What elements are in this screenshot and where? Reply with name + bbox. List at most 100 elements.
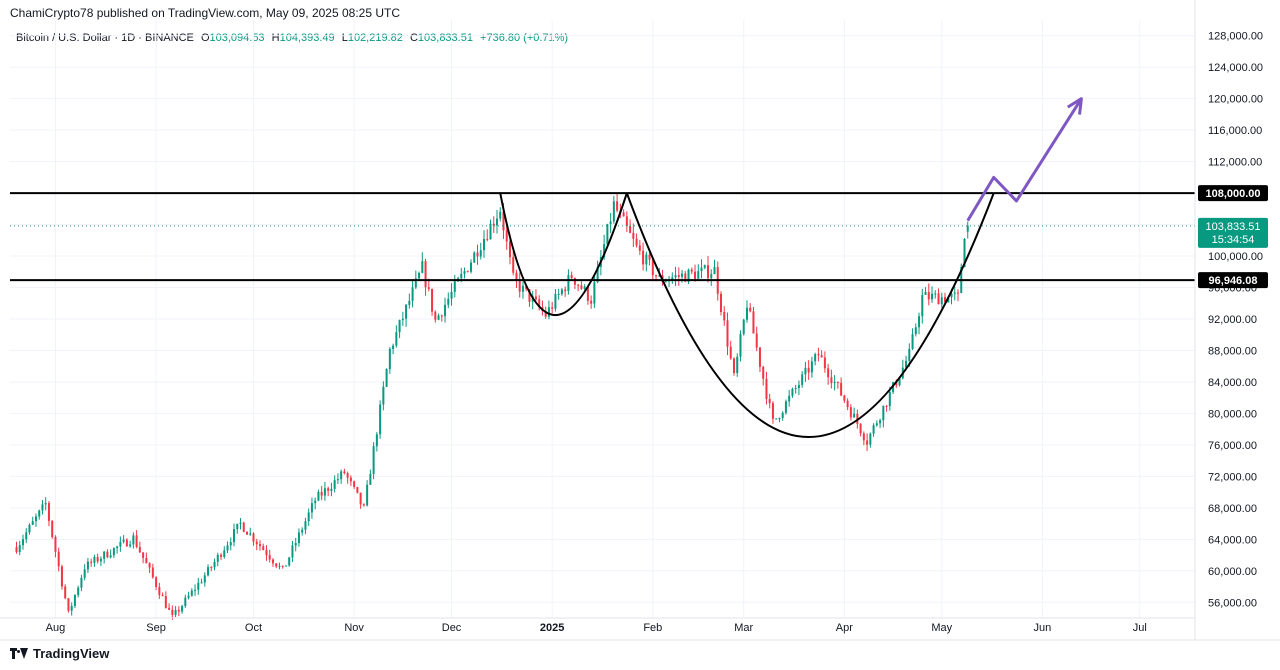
candle-body <box>950 293 953 298</box>
candle-body <box>934 293 937 295</box>
candle-body <box>713 267 716 275</box>
candle-body <box>905 360 908 368</box>
candle-body <box>353 481 356 487</box>
change-value: +736.80 (+0.71%) <box>480 32 569 44</box>
candle-body <box>265 549 268 556</box>
candle-body <box>479 250 482 257</box>
candle-body <box>158 586 161 596</box>
countdown-label: 15:34:54 <box>1212 234 1255 246</box>
candle-body <box>586 286 589 301</box>
candle-body <box>642 250 645 265</box>
candle-body <box>210 567 213 569</box>
candle-body <box>164 596 167 608</box>
price-tick-label: 112,000.00 <box>1208 157 1262 169</box>
level-tag <box>1198 272 1268 289</box>
candle-body <box>817 354 820 356</box>
candle-body <box>862 433 865 441</box>
candle-body <box>168 607 171 610</box>
candle-body <box>233 529 236 543</box>
candle-body <box>843 395 846 401</box>
candle-body <box>333 480 336 489</box>
candle-body <box>73 595 76 606</box>
candle-body <box>47 503 50 521</box>
candle-body <box>155 577 158 587</box>
candle-body <box>963 238 966 267</box>
candle-body <box>664 281 667 283</box>
tradingview-footer[interactable]: TradingView <box>10 646 109 661</box>
candle-body <box>898 378 901 386</box>
footer-brand: TradingView <box>33 646 110 661</box>
price-tick-label: 64,000.00 <box>1208 534 1257 546</box>
candle-body <box>551 307 554 309</box>
price-tick-label: 60,000.00 <box>1208 566 1257 578</box>
candle-body <box>366 484 369 506</box>
candle-body <box>385 369 388 387</box>
candle-body <box>635 238 638 246</box>
high-value: 104,393.49 <box>279 32 335 44</box>
candle-body <box>145 557 148 564</box>
candle-body <box>103 551 106 559</box>
candle-body <box>940 297 943 305</box>
candle-body <box>356 486 359 493</box>
candle-body <box>427 287 430 289</box>
candle-body <box>83 569 86 578</box>
candle-body <box>645 254 648 265</box>
candle-body <box>671 277 674 280</box>
candle-body <box>710 274 713 279</box>
candle-body <box>596 266 599 283</box>
time-tick-label: Mar <box>734 622 753 634</box>
candle-body <box>255 541 258 545</box>
ohlc-legend: Bitcoin / U.S. Dollar · 1D · BINANCE O10… <box>16 32 568 44</box>
candle-body <box>836 381 839 383</box>
candle-body <box>177 609 180 612</box>
candle-body <box>171 609 174 615</box>
candle-body <box>323 488 326 496</box>
candle-body <box>447 298 450 305</box>
candle-body <box>460 273 463 279</box>
candle-body <box>15 547 18 552</box>
candle-body <box>275 563 278 567</box>
candle-body <box>28 524 31 533</box>
time-tick-label: May <box>931 622 952 634</box>
candle-body <box>86 561 89 570</box>
price-tick-label: 124,000.00 <box>1208 62 1263 74</box>
candle-body <box>768 398 771 404</box>
candle-body <box>739 334 742 357</box>
candle-body <box>44 503 47 505</box>
candle-body <box>944 297 947 303</box>
candle-body <box>625 216 628 226</box>
candle-body <box>216 554 219 562</box>
time-tick-label: Nov <box>344 622 364 634</box>
candle-body <box>755 333 758 348</box>
candle-body <box>142 552 145 558</box>
candle-body <box>775 418 778 420</box>
candle-body <box>521 285 524 292</box>
candle-body <box>564 289 567 292</box>
candle-body <box>580 285 583 289</box>
candle-body <box>823 357 826 369</box>
candle-body <box>473 252 476 263</box>
candle-body <box>729 346 732 359</box>
candle-body <box>820 355 823 358</box>
price-tick-label: 80,000.00 <box>1208 408 1257 420</box>
candle-body <box>453 281 456 292</box>
time-tick-label: Jun <box>1034 622 1052 634</box>
candle-body <box>304 521 307 530</box>
candle-body <box>54 537 57 552</box>
high-label: H <box>271 32 280 44</box>
time-tick-label: Sep <box>146 622 166 634</box>
candle-body <box>122 539 125 542</box>
candle-body <box>317 491 320 501</box>
price-axis[interactable]: 56,000.00 60,000.00 64,000.00 68,000.00 72,0… <box>1194 0 1268 640</box>
candle-body <box>262 546 265 550</box>
candle-body <box>924 291 927 295</box>
candle-body <box>297 532 300 544</box>
candle-body <box>96 556 99 562</box>
candle-body <box>434 311 437 320</box>
candle-body <box>200 582 203 584</box>
candle-body <box>148 563 151 568</box>
price-tick-label: 84,000.00 <box>1208 377 1257 389</box>
price-tick-label: 68,000.00 <box>1208 503 1257 515</box>
time-axis[interactable]: Aug Sep Oct Nov Dec 2025 Feb Mar Apr May Jun Jul <box>0 617 1280 641</box>
